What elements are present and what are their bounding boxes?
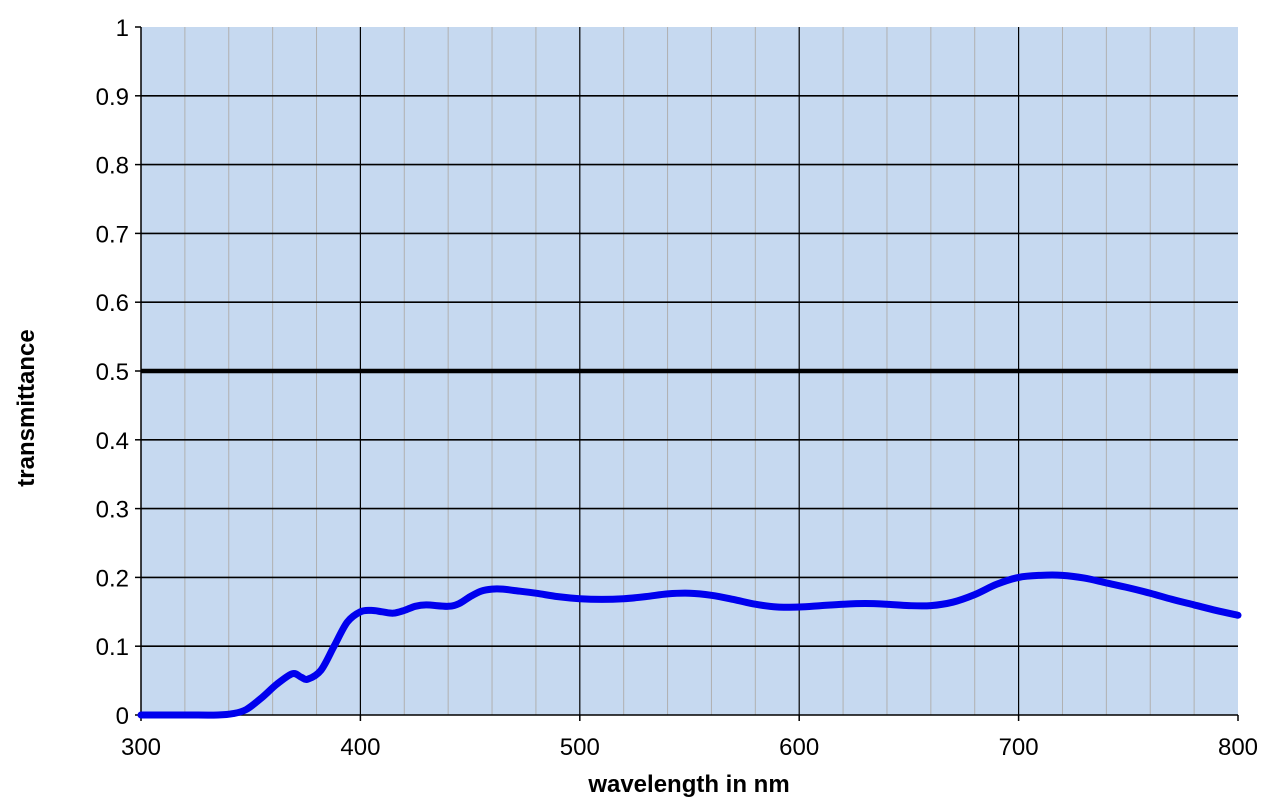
x-tick-label: 600 (779, 734, 819, 761)
y-tick-label: 0.5 (96, 359, 129, 386)
x-tick-label: 800 (1218, 734, 1258, 761)
plot-area: 300 400 500 600 700 800 0 0.1 0.2 0.3 0.4 0.5 0.6 0.7… (96, 15, 1258, 761)
transmittance-series-line (137, 571, 1242, 719)
y-axis-title: transmittance (13, 329, 40, 486)
y-tick-label: 0.1 (96, 634, 129, 661)
x-tick-label: 400 (340, 734, 380, 761)
x-axis-title: wavelength in nm (587, 771, 789, 797)
y-tick-label: 0.3 (96, 497, 129, 524)
y-tick-label: 0.8 (96, 153, 129, 180)
x-tick-label: 500 (560, 734, 600, 761)
y-tick-label: 1 (116, 15, 129, 42)
y-tick-label: 0.6 (96, 290, 129, 317)
y-tick-label: 0.7 (96, 221, 129, 248)
y-tick-label: 0.9 (96, 84, 129, 111)
y-tick-label: 0 (116, 703, 129, 730)
x-tick-label: 700 (999, 734, 1039, 761)
x-tick-label: 300 (121, 734, 161, 761)
y-tick-label: 0.4 (96, 428, 129, 455)
y-tick-label: 0.2 (96, 565, 129, 592)
